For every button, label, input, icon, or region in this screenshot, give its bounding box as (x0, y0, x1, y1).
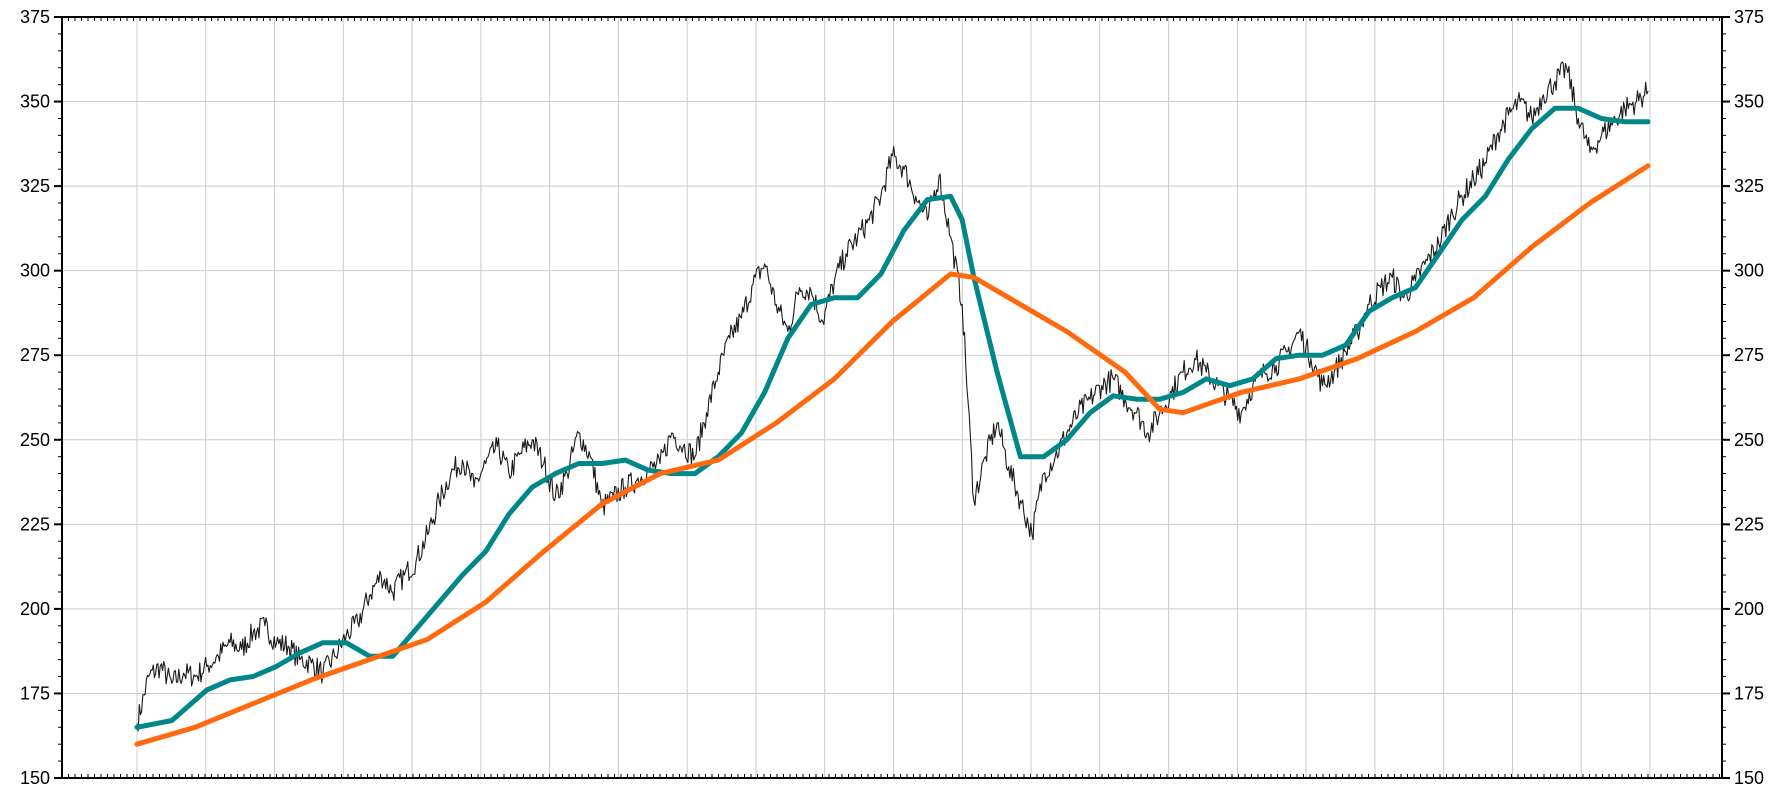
y-tick-label-right: 200 (1734, 599, 1764, 619)
y-tick-label-left: 275 (20, 345, 50, 365)
short-moving-average-line (134, 105, 1651, 730)
left-y-axis-labels: 150 175 200 225 250 275 300 325 350 375 (20, 7, 50, 788)
y-tick-label-left: 250 (20, 430, 50, 450)
price-line (136, 61, 1649, 732)
y-tick-label-left: 300 (20, 261, 50, 281)
y-tick-label-right: 150 (1734, 768, 1764, 788)
y-tick-label-left: 225 (20, 514, 50, 534)
y-tick-label-right: 375 (1734, 7, 1764, 27)
vertical-gridlines (136, 17, 1651, 778)
y-tick-label-left: 200 (20, 599, 50, 619)
y-tick-label-right: 350 (1734, 92, 1764, 112)
y-tick-label-right: 175 (1734, 683, 1764, 703)
long-moving-average-line (134, 163, 1651, 747)
y-tick-label-right: 275 (1734, 345, 1764, 365)
y-tick-label-right: 325 (1734, 176, 1764, 196)
y-tick-label-right: 225 (1734, 514, 1764, 534)
y-tick-label-right: 250 (1734, 430, 1764, 450)
right-y-axis-labels: 150 175 200 225 250 275 300 325 350 375 (1734, 7, 1764, 788)
y-tick-label-left: 175 (20, 683, 50, 703)
y-tick-label-left: 375 (20, 7, 50, 27)
y-tick-label-left: 350 (20, 92, 50, 112)
y-tick-label-left: 325 (20, 176, 50, 196)
y-tick-label-right: 300 (1734, 261, 1764, 281)
y-tick-label-left: 150 (20, 768, 50, 788)
axes (54, 16, 1730, 779)
series-layer (134, 61, 1651, 747)
horizontal-gridlines (62, 101, 1722, 694)
